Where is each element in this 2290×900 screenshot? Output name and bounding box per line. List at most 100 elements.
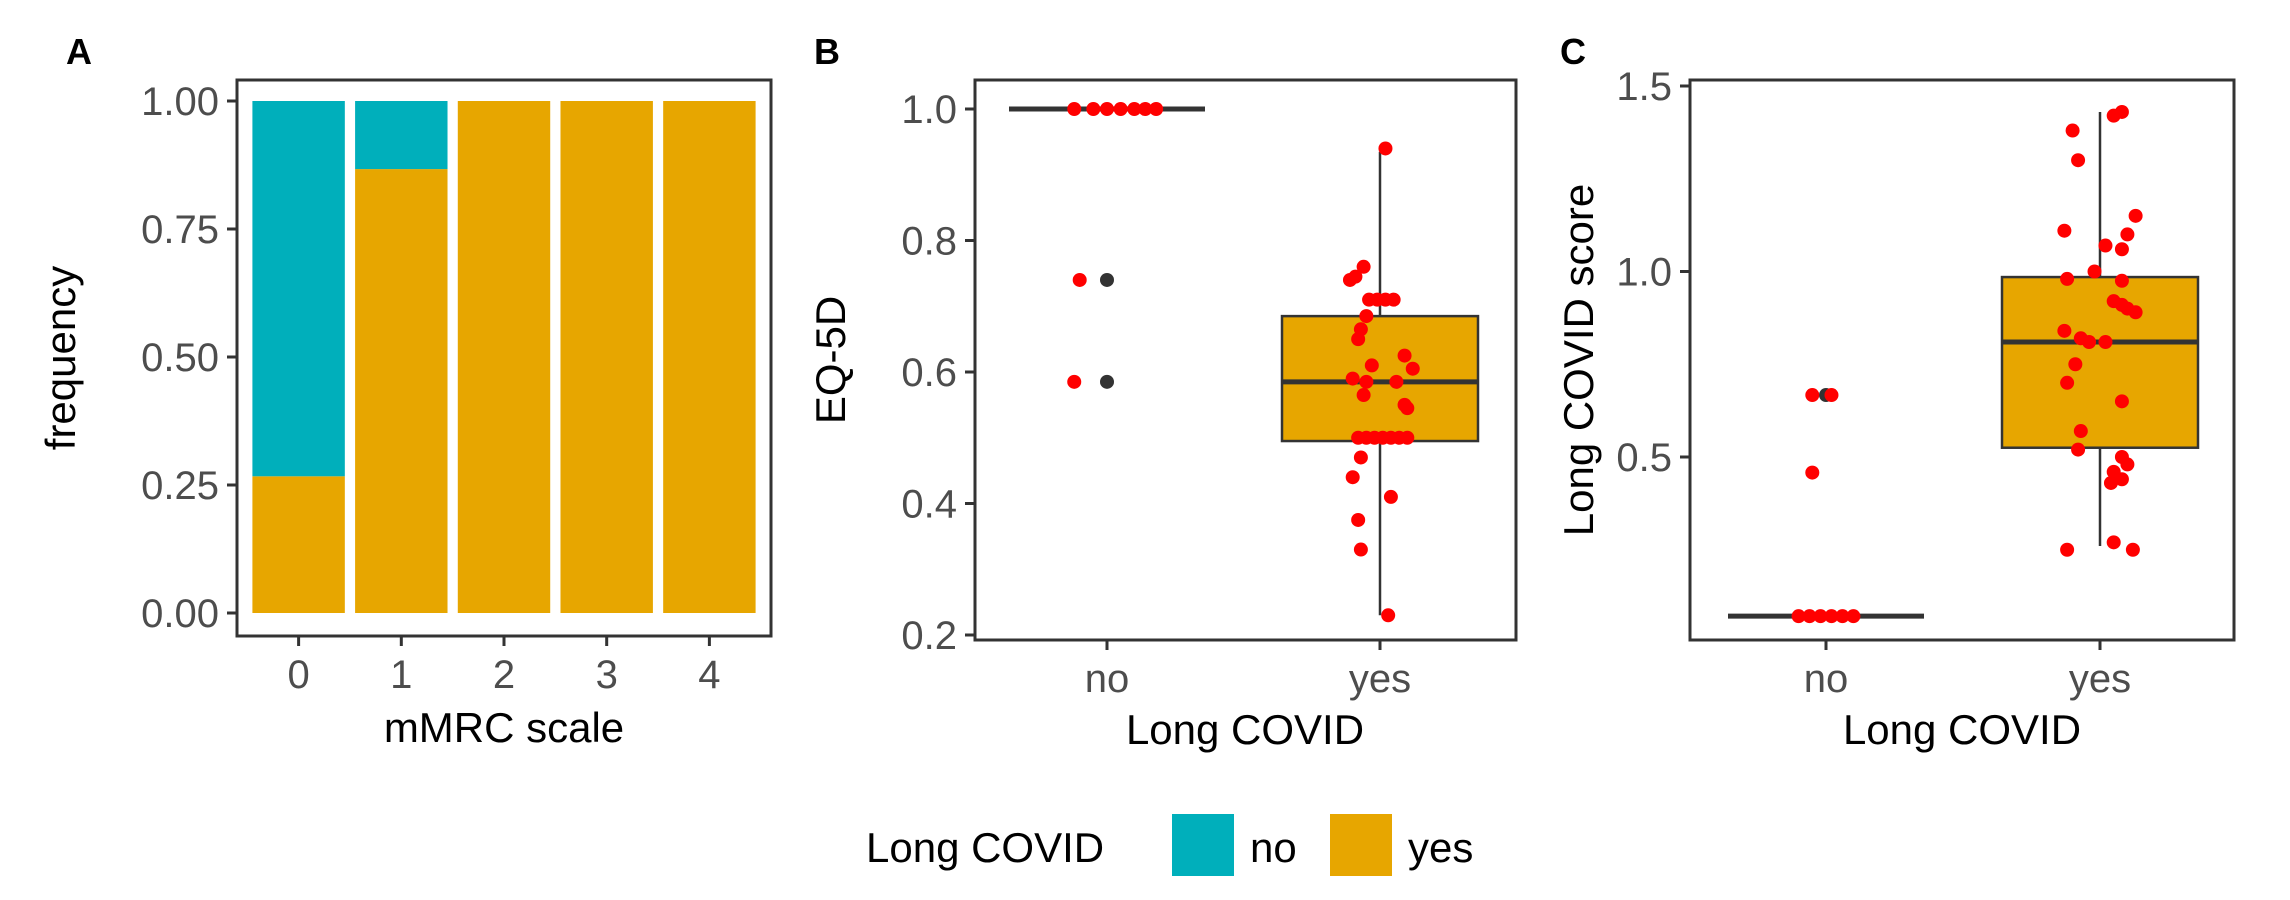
point-yes [2120,457,2135,472]
point-yes [1389,374,1404,389]
point-yes [1400,401,1415,416]
panel-label-c: C [1560,31,1586,72]
point-yes [2071,442,2086,457]
x-tick-label-3: 3 [596,653,618,697]
panel-label-a: A [66,31,92,72]
point-yes [2120,227,2135,242]
bar-yes-1 [355,169,448,613]
legend-label-no: no [1250,824,1297,871]
point-no [1113,102,1128,116]
x-tick-label-yes: yes [1349,657,1411,701]
legend-swatch-no [1172,814,1234,876]
point-yes [2060,542,2075,557]
point-yes [2073,424,2088,439]
box-yes [2000,275,2200,449]
point-yes [2068,357,2083,372]
point-yes [2057,223,2072,238]
point-yes [2114,394,2129,409]
panel-c-x-title: Long COVID [1843,706,2081,753]
point-no [1127,102,1142,116]
point-yes [1386,292,1401,307]
point-no [1067,102,1082,116]
point-yes [2071,153,2086,168]
point-no [1824,388,1839,403]
panel-a-y-title: frequency [37,266,84,450]
y-tick-label: 0.6 [901,351,957,395]
y-tick-label: 1.5 [1616,65,1672,109]
y-tick-label: 0.8 [901,220,957,264]
panel-b-x-title: Long COVID [1126,706,1364,753]
point-yes [1364,358,1379,373]
legend-title: Long COVID [866,824,1104,871]
point-yes [1381,608,1396,623]
point-yes [1359,309,1374,324]
y-tick-label: 0.2 [901,614,957,658]
point-yes [1359,374,1374,389]
point-yes [2114,472,2129,487]
point-yes [1405,361,1420,376]
point-no [1100,102,1114,116]
outlier-no [1100,272,1114,287]
point-yes [1383,489,1398,504]
legend: Long COVID no yes [866,814,1473,876]
point-yes [2128,305,2143,320]
panel-b-box-plot: no yes 0.2 0.4 0.6 0.8 1.0 Long COVID EQ-5D [807,78,1518,753]
x-tick-label-0: 0 [287,653,309,697]
bar-yes-0 [252,476,345,613]
point-no [1138,102,1153,116]
point-yes [2106,108,2121,123]
panel-c-y-title: Long COVID score [1555,184,1602,537]
point-yes [2128,208,2143,223]
y-tick-label: 1.0 [901,88,957,132]
panel-b-frame [973,78,1518,642]
point-yes [1345,470,1360,485]
x-tick-label-4: 4 [698,653,720,697]
point-no [1805,388,1820,403]
panel-c-frame [1688,78,2236,642]
point-yes [1400,430,1415,445]
point-yes [2125,542,2140,557]
bar-yes-3 [560,101,653,613]
point-yes [2098,334,2113,349]
point-yes [1351,512,1366,527]
point-no [1835,609,1850,624]
point-yes [2057,323,2072,338]
panel-c-box-plot: no yes 0.5 1.0 1.5 Long COVID Long COVID sco… [1555,65,2236,753]
y-tick-label: 0.4 [901,483,957,527]
bar-yes-2 [457,101,551,613]
point-yes [1351,332,1366,347]
x-tick-label-1: 1 [390,653,412,697]
y-tick-label: 0.5 [1616,436,1672,480]
x-tick-label-yes: yes [2069,657,2131,701]
point-no [1813,609,1828,624]
point-no [1802,609,1817,624]
x-tick-label-no: no [1085,657,1130,701]
point-yes [1397,348,1412,363]
point-yes [2114,273,2129,288]
x-tick-label-2: 2 [493,653,515,697]
point-yes [2065,123,2080,138]
point-yes [1353,542,1368,557]
box-yes [1280,314,1480,443]
point-no [1086,102,1101,116]
y-tick-label: 0.75 [141,208,219,252]
point-no [1846,609,1861,624]
y-tick-label: 0.50 [141,336,219,380]
point-yes [2060,375,2075,390]
point-yes [2087,264,2102,279]
point-yes [1342,272,1357,287]
legend-label-yes: yes [1408,824,1473,871]
y-tick-label: 0.25 [141,464,219,508]
point-yes [1353,450,1368,465]
point-yes [2103,475,2118,490]
point-no [1067,374,1082,389]
bar-no-1 [355,101,448,170]
point-no [1791,609,1806,624]
x-tick-label-no: no [1804,657,1849,701]
panel-a-bar-chart: 0 1 2 3 4 0.00 0.25 0.50 0.75 1.00 mMRC scale fre… [37,78,773,751]
y-tick-label: 0.00 [141,592,219,636]
point-no [1149,102,1164,116]
y-tick-label: 1.0 [1616,251,1672,295]
bar-no-0 [252,101,345,477]
